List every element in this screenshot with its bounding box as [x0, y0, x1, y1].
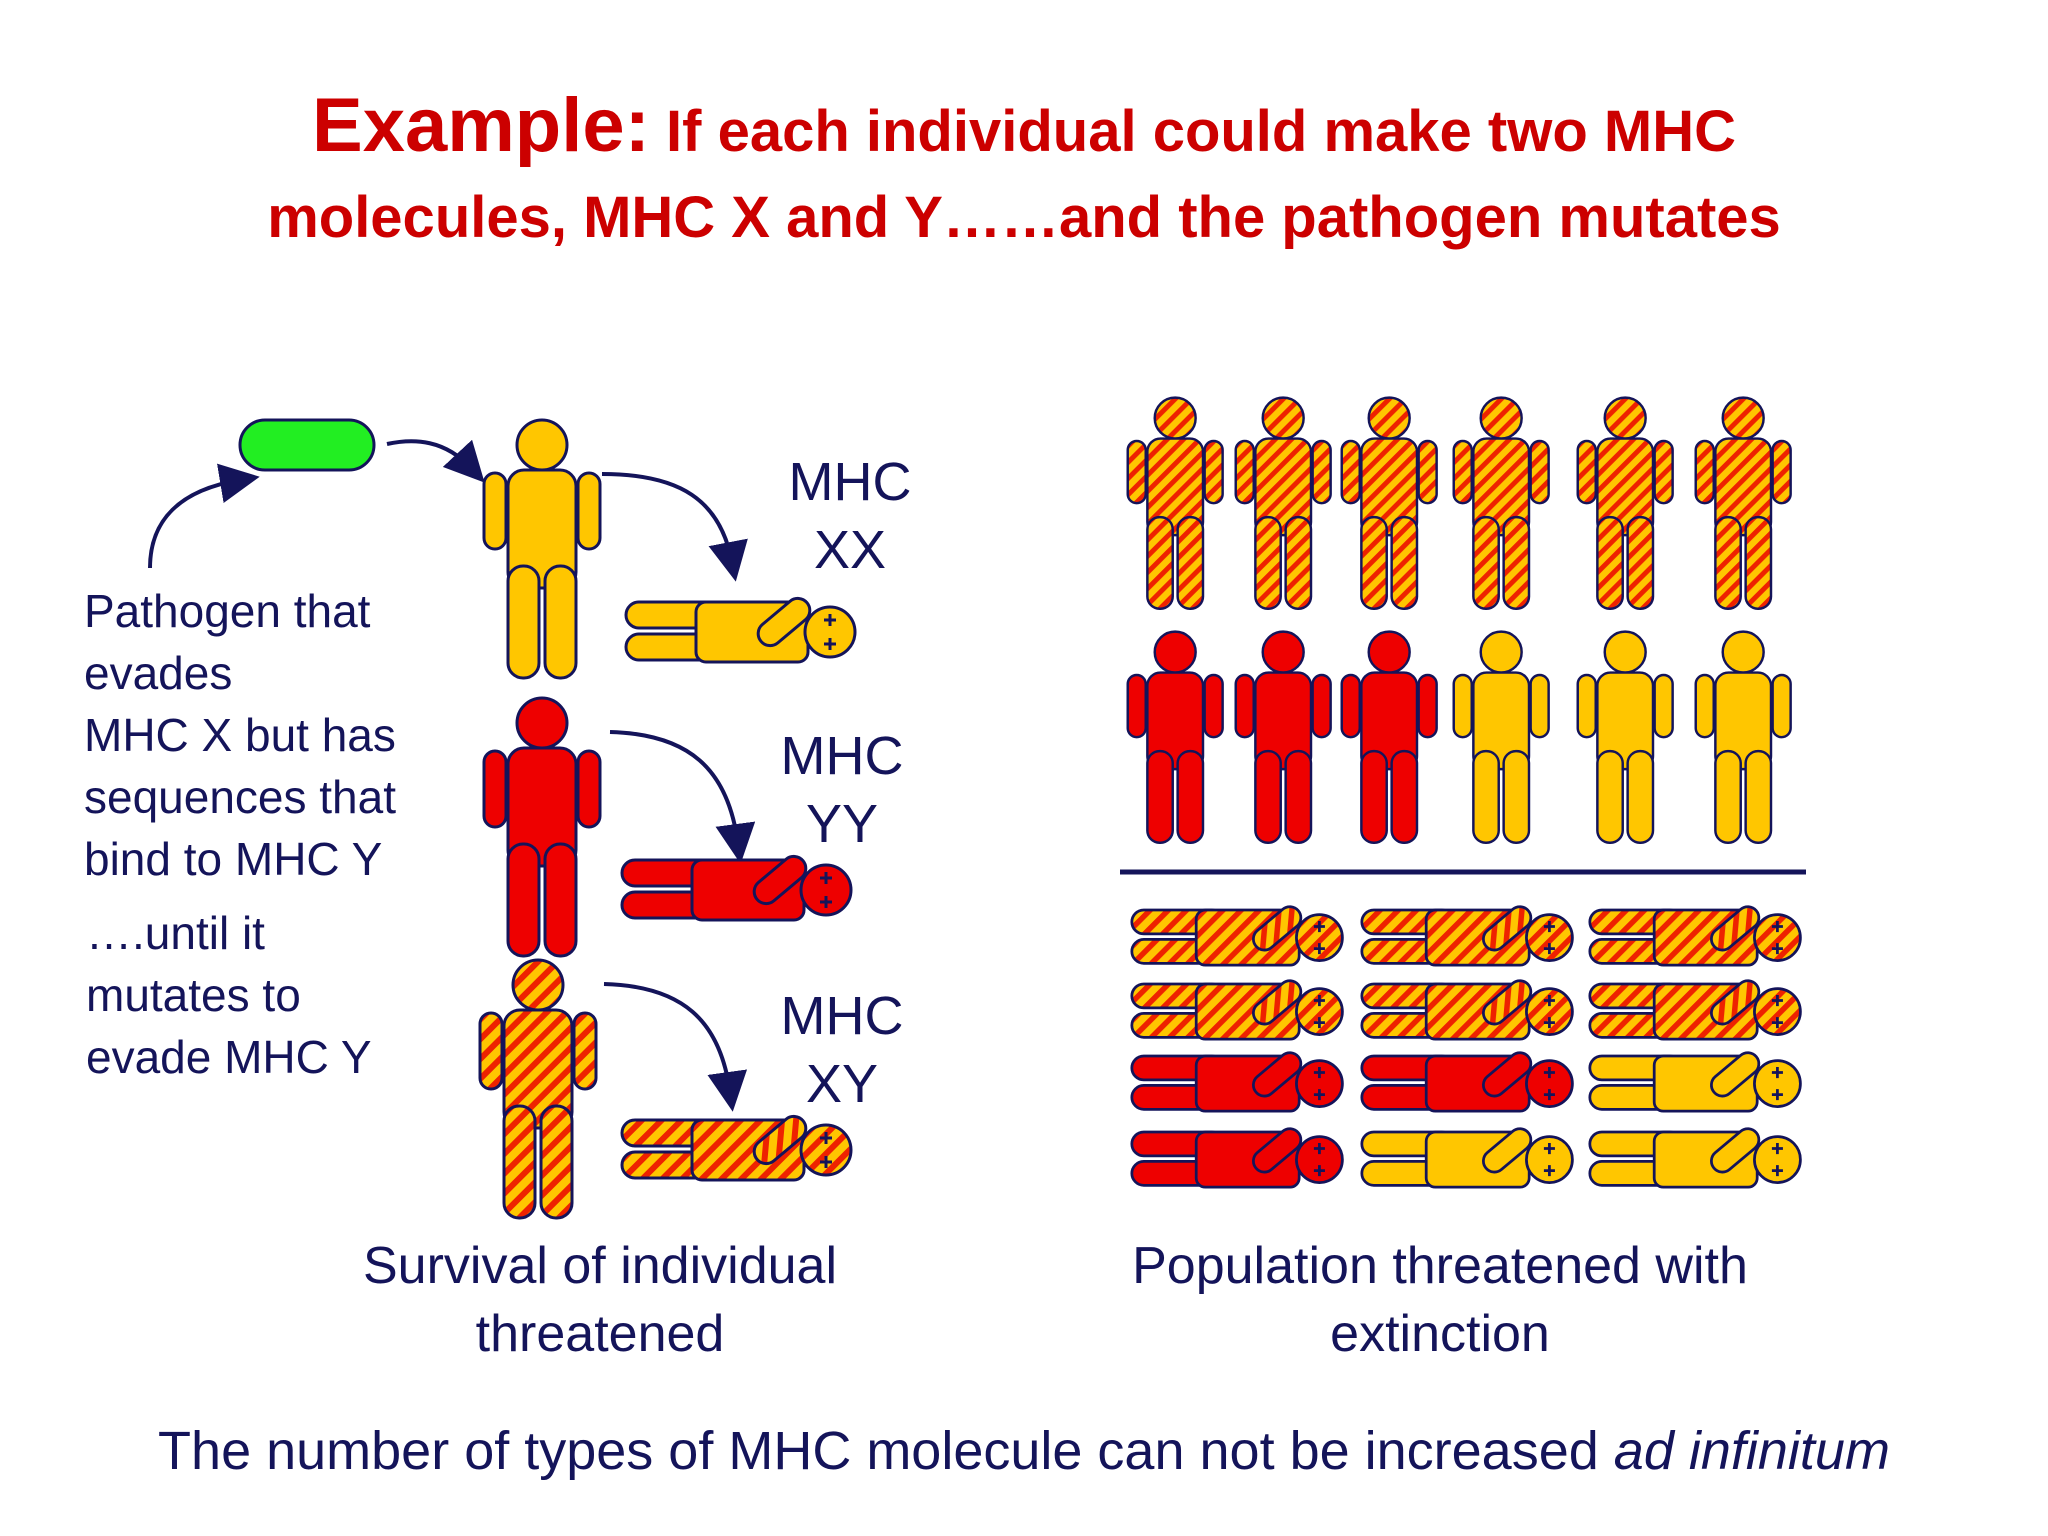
- lying-figure-yellow: [624, 592, 857, 664]
- arrow-death-3: [603, 982, 748, 1112]
- population-lying-red: [1360, 1046, 1574, 1113]
- arrow-death-2: [609, 730, 756, 864]
- genotype-label-xy: MHC XY: [780, 986, 904, 1114]
- standing-figure-yellow: [482, 418, 602, 680]
- population-standing-striped: [1452, 396, 1550, 610]
- slide-title: Example: If each individual could make t…: [0, 82, 2048, 260]
- pathogen-description: Pathogen that evades MHC X but has seque…: [84, 585, 397, 885]
- population-lying-striped: [1588, 974, 1802, 1041]
- population-lying-striped: [1360, 900, 1574, 967]
- population-lying-striped: [1130, 974, 1344, 1041]
- population-lying-yellow: [1360, 1122, 1574, 1189]
- title-line1: If each individual could make two MHC: [649, 99, 1736, 164]
- population-standing-striped: [1576, 396, 1674, 610]
- population-standing-striped: [1126, 396, 1224, 610]
- title-lead: Example:: [312, 83, 650, 168]
- standing-figure-red: [482, 696, 602, 958]
- arrow-to-individual: [386, 439, 485, 483]
- population-lying-red: [1130, 1046, 1344, 1113]
- population-standing-yellow: [1576, 630, 1674, 844]
- population-standing-yellow: [1452, 630, 1550, 844]
- arrow-to-pathogen: [148, 463, 260, 569]
- footer-italic: ad infinitum: [1613, 1421, 1890, 1481]
- population-lying-striped: [1130, 900, 1344, 967]
- arrow-death-1: [601, 472, 748, 582]
- mutation-note: ….until it mutates to evade MHC Y: [86, 907, 372, 1083]
- divider-line: [1120, 869, 1806, 875]
- population-standing-striped: [1340, 396, 1438, 610]
- standing-figure-striped: [478, 958, 598, 1220]
- population-standing-red: [1234, 630, 1332, 844]
- genotype-label-yy: MHC YY: [780, 726, 904, 854]
- population-lying-striped: [1588, 900, 1802, 967]
- lying-figure-red: [620, 850, 853, 922]
- population-standing-striped: [1694, 396, 1792, 610]
- left-caption: Survival of individual threatened: [362, 1237, 838, 1363]
- population-standing-red: [1340, 630, 1438, 844]
- population-lying-yellow: [1588, 1122, 1802, 1189]
- population-standing-red: [1126, 630, 1224, 844]
- population-lying-red: [1130, 1122, 1344, 1189]
- population-standing-yellow: [1694, 630, 1792, 844]
- footer-statement: The number of types of MHC molecule can …: [0, 1416, 2048, 1486]
- pathogen-icon: [238, 418, 376, 472]
- title-line2: molecules, MHC X and Y……and the pathogen…: [267, 185, 1781, 250]
- population-lying-striped: [1360, 974, 1574, 1041]
- genotype-label-xx: MHC XX: [788, 452, 912, 580]
- right-caption: Population threatened with extinction: [1132, 1237, 1748, 1363]
- population-standing-striped: [1234, 396, 1332, 610]
- population-lying-yellow: [1588, 1046, 1802, 1113]
- lying-figure-striped: [620, 1110, 853, 1182]
- footer-text: The number of types of MHC molecule can …: [158, 1421, 1614, 1481]
